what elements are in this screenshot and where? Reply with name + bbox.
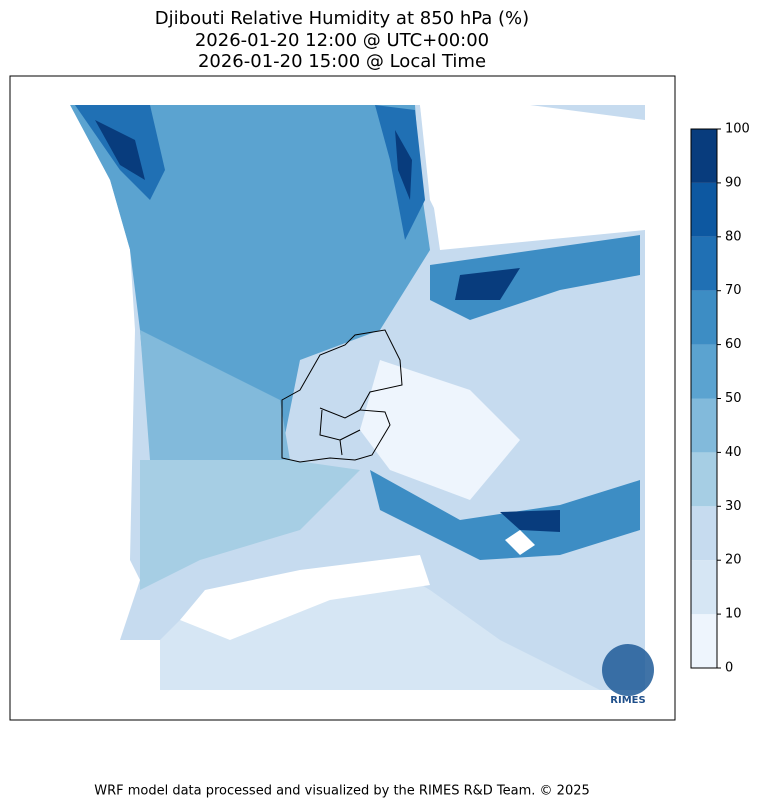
colorbar-band	[691, 236, 717, 291]
field	[140, 460, 360, 590]
colorbar: 0 10 20 30 40 50 60 70 80 90 100	[690, 122, 750, 676]
logo-mark	[602, 644, 654, 696]
title-line: 2026-01-20 15:00 @ Local Time	[198, 51, 486, 72]
tick-label: 10	[725, 607, 742, 622]
field	[455, 268, 520, 300]
colorbar-band	[691, 560, 717, 615]
colorbar-band	[691, 452, 717, 507]
title-line: Djibouti Relative Humidity at 850 hPa (%…	[155, 8, 529, 29]
colorbar-band	[691, 344, 717, 399]
tick-label: 20	[725, 553, 742, 568]
colorbar-band	[691, 290, 717, 345]
tick-label: 70	[725, 283, 742, 298]
colorbar-band	[691, 506, 717, 561]
no-data	[180, 555, 430, 640]
field	[395, 130, 412, 200]
field	[360, 360, 520, 500]
map: RIMES	[9, 75, 676, 721]
field	[140, 330, 290, 480]
tick-label: 100	[725, 122, 750, 137]
footer: WRF model data processed and visualized …	[94, 784, 590, 799]
colorbar-band	[691, 614, 717, 668]
colorbar-band	[691, 398, 717, 453]
colorbar-band	[691, 182, 717, 237]
tick-label: 30	[725, 499, 742, 514]
logo-text: RIMES	[610, 695, 645, 706]
tick-label: 80	[725, 229, 742, 244]
tick-label: 60	[725, 337, 742, 352]
no-data	[505, 530, 535, 555]
tick-label: 40	[725, 445, 742, 460]
colorbar-band	[691, 129, 717, 183]
tick-label: 0	[725, 661, 733, 676]
border	[281, 329, 403, 463]
tick-label: 50	[725, 391, 742, 406]
field	[500, 510, 560, 532]
no-data	[40, 105, 130, 330]
no-data	[420, 105, 640, 240]
title-line: 2026-01-20 12:00 @ UTC+00:00	[195, 30, 489, 51]
tick-label: 90	[725, 175, 742, 190]
field	[95, 120, 145, 180]
